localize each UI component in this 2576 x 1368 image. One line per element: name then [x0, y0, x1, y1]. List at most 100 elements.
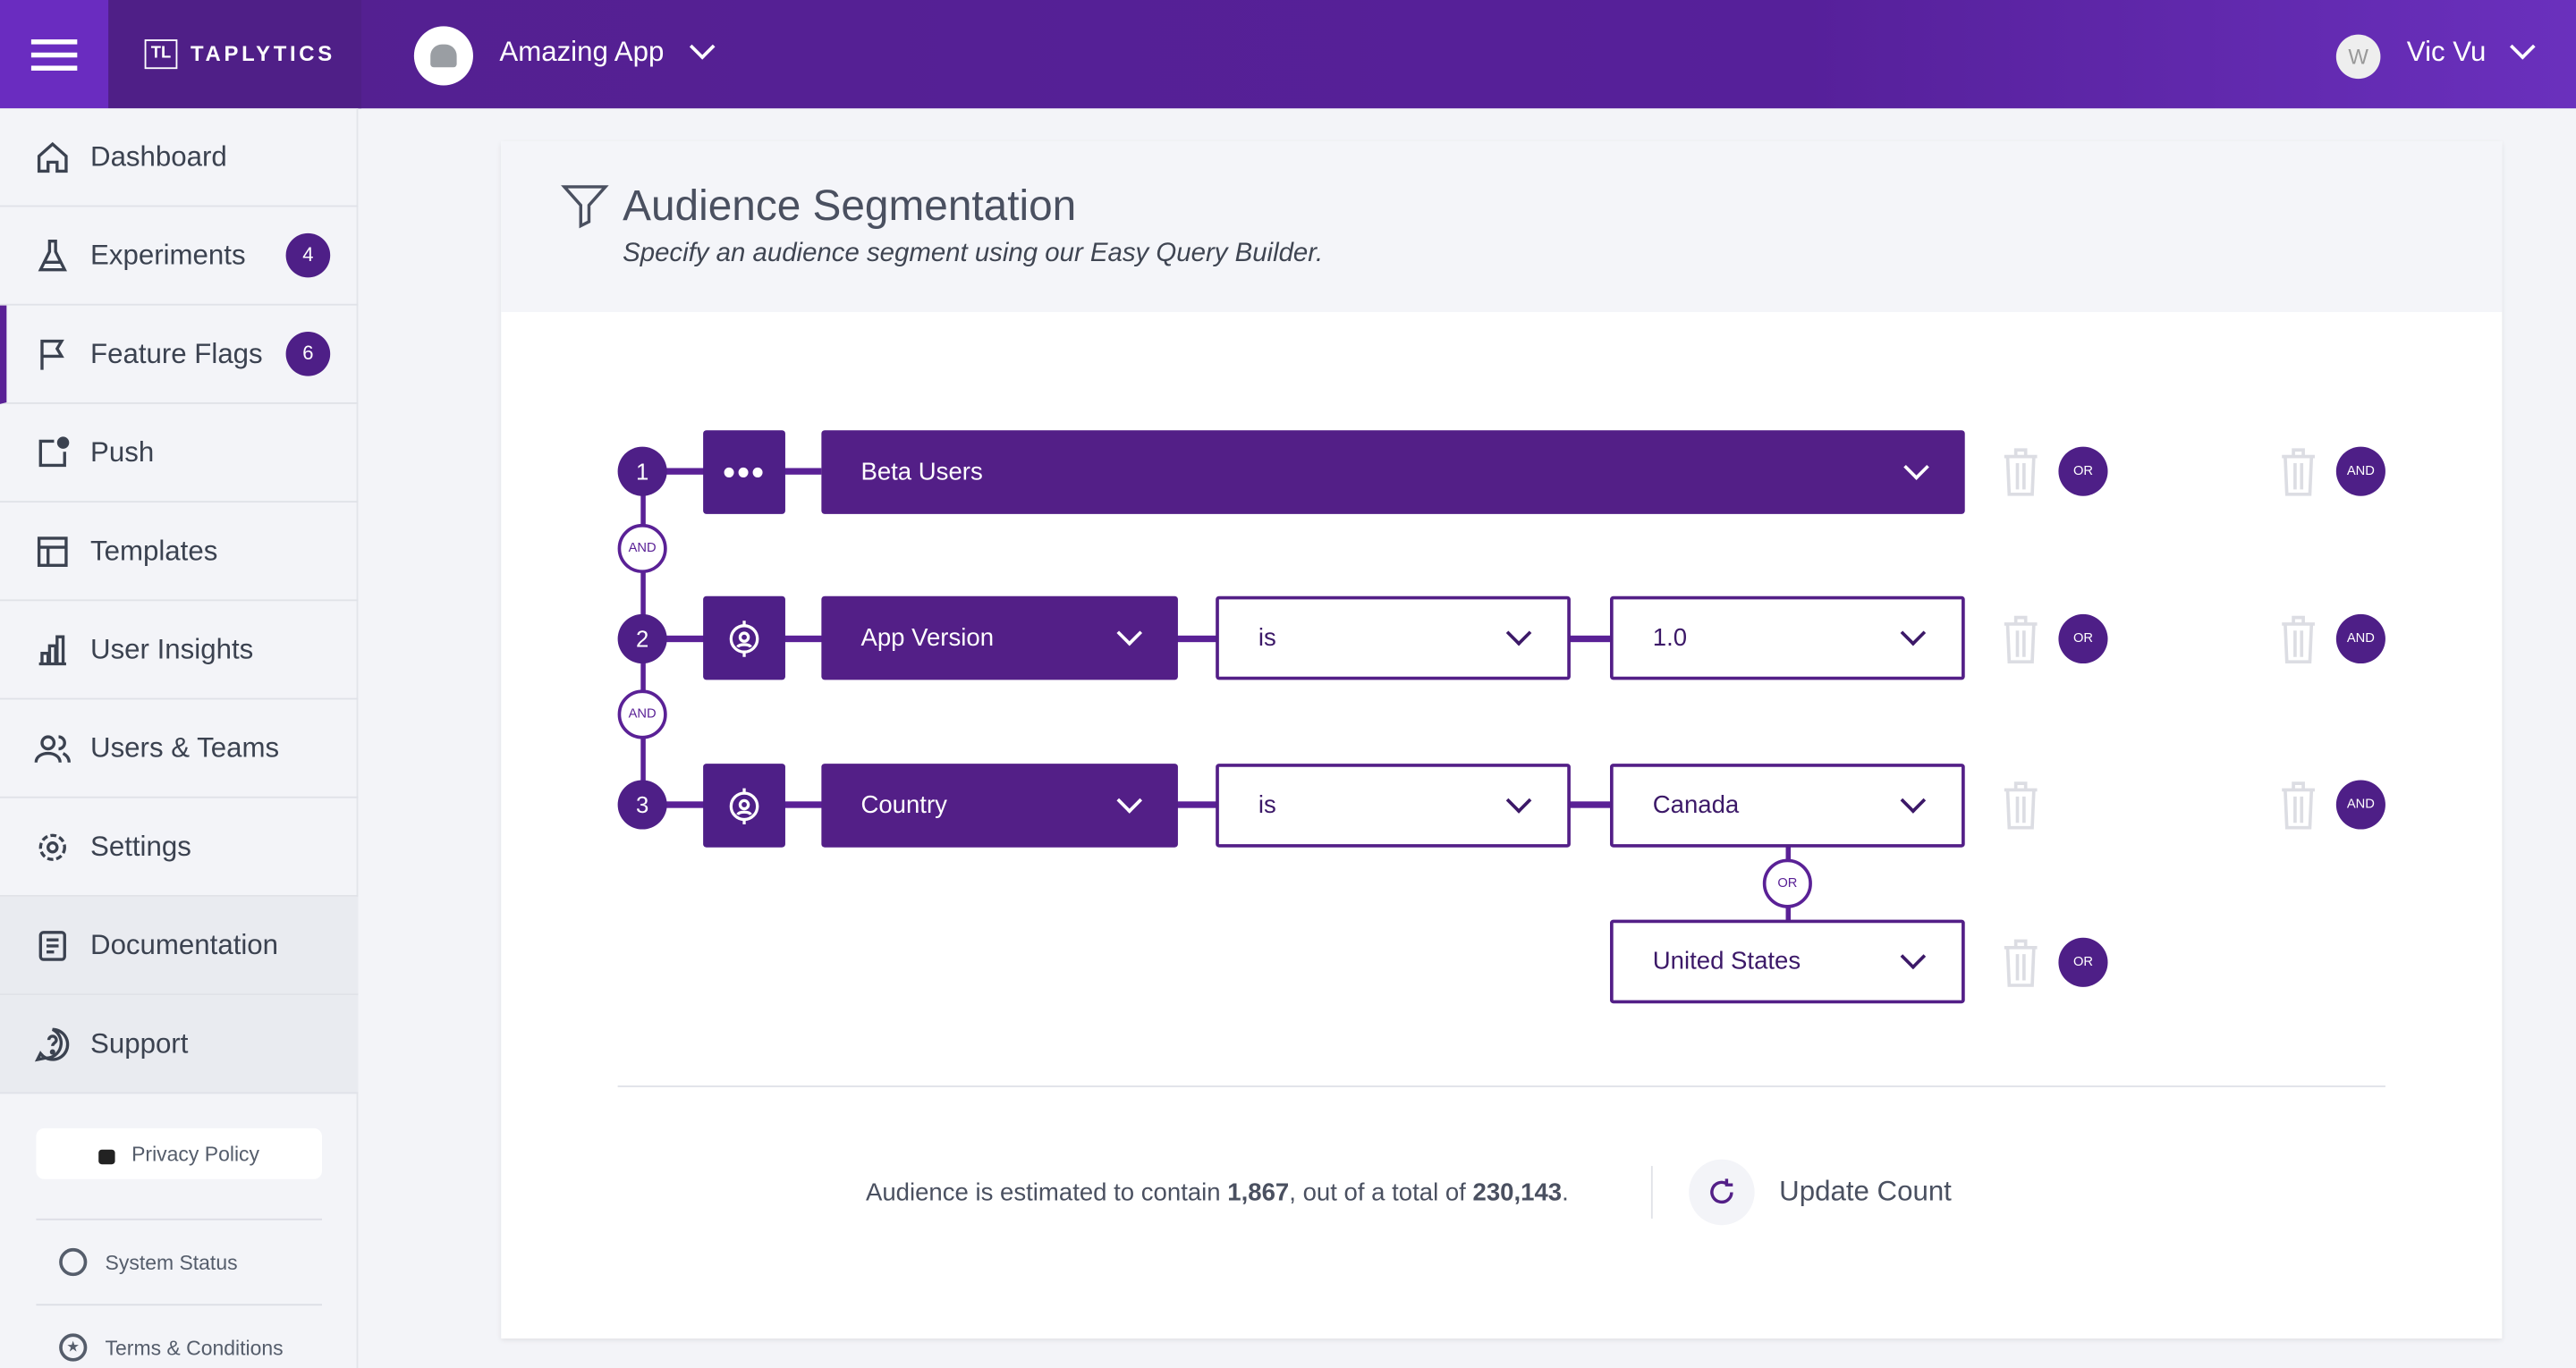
- divider: [36, 1304, 322, 1306]
- sidebar-item-users-teams[interactable]: Users & Teams: [0, 699, 359, 798]
- attribute-dropdown[interactable]: Country: [821, 764, 1178, 848]
- field-value: United States: [1652, 947, 1801, 976]
- trash-icon[interactable]: [2001, 780, 2040, 830]
- bar-chart-icon: [33, 629, 72, 669]
- add-and-button[interactable]: AND: [2335, 613, 2385, 664]
- trash-icon[interactable]: [2001, 938, 2040, 987]
- operator-dropdown[interactable]: is: [1216, 595, 1571, 680]
- value-dropdown[interactable]: United States: [1609, 919, 1965, 1004]
- divider: [36, 1218, 322, 1220]
- sidebar-item-label: Users & Teams: [90, 731, 280, 764]
- target-icon[interactable]: [703, 595, 785, 680]
- operator-dropdown[interactable]: is: [1216, 764, 1571, 848]
- chevron-down-icon[interactable]: [2510, 34, 2536, 60]
- field-value: App Version: [860, 623, 995, 653]
- users-icon: [33, 729, 72, 768]
- sidebar-item-feature-flags[interactable]: Feature Flags 6: [0, 305, 359, 404]
- segment-dropdown[interactable]: Beta Users: [821, 430, 1965, 514]
- rule-number: 2: [617, 613, 667, 664]
- card-header: Audience Segmentation Specify an audienc…: [501, 140, 2503, 312]
- system-status-link[interactable]: System Status: [33, 1247, 322, 1277]
- refresh-icon[interactable]: [1689, 1159, 1755, 1226]
- value-dropdown[interactable]: Canada: [1609, 764, 1965, 848]
- and-connector[interactable]: AND: [617, 523, 667, 574]
- trash-icon[interactable]: [2279, 447, 2318, 496]
- update-count-button[interactable]: Update Count: [1779, 1176, 1952, 1207]
- filter-icon: [561, 185, 609, 229]
- audience-estimate: Audience is estimated to contain 1,867, …: [866, 1179, 1569, 1207]
- lock-icon: [98, 1149, 115, 1165]
- or-connector[interactable]: OR: [1762, 858, 1812, 908]
- trash-icon[interactable]: [2001, 614, 2040, 664]
- help-icon: [33, 1024, 72, 1063]
- sidebar-item-dashboard[interactable]: Dashboard: [0, 108, 359, 207]
- page-subtitle: Specify an audience segment using our Ea…: [623, 240, 1324, 268]
- sidebar-item-experiments[interactable]: Experiments 4: [0, 207, 359, 306]
- add-or-button[interactable]: OR: [2058, 613, 2108, 664]
- terms-link[interactable]: ★ Terms & Conditions: [33, 1333, 322, 1362]
- sidebar-item-user-insights[interactable]: User Insights: [0, 601, 359, 700]
- sidebar-item-label: Support: [90, 1026, 189, 1059]
- sidebar-item-label: User Insights: [90, 633, 254, 664]
- pulse-icon: [59, 1247, 88, 1277]
- field-value: 1.0: [1652, 623, 1688, 653]
- terms-label: Terms & Conditions: [105, 1336, 284, 1359]
- logo[interactable]: TL TAPLYTICS: [108, 0, 362, 109]
- count-badge: 4: [285, 232, 331, 278]
- sidebar-item-label: Feature Flags: [90, 337, 263, 369]
- chevron-down-icon: [1900, 620, 1927, 646]
- trash-icon[interactable]: [2279, 614, 2318, 664]
- value-dropdown[interactable]: 1.0: [1609, 595, 1965, 680]
- estimate-total: 230,143: [1472, 1178, 1563, 1207]
- more-options-icon[interactable]: •••: [703, 430, 785, 514]
- privacy-policy-button[interactable]: Privacy Policy: [36, 1127, 322, 1179]
- estimate-count: 1,867: [1227, 1178, 1290, 1207]
- flag-icon: [33, 334, 72, 374]
- sidebar-item-templates[interactable]: Templates: [0, 502, 359, 602]
- chevron-down-icon: [1903, 454, 1929, 480]
- system-status-label: System Status: [105, 1250, 238, 1274]
- sidebar-item-push[interactable]: Push: [0, 404, 359, 503]
- rule-number: 1: [617, 446, 667, 496]
- trash-icon[interactable]: [2279, 780, 2318, 830]
- menu-icon[interactable]: [0, 0, 109, 109]
- field-value: is: [1258, 791, 1276, 820]
- add-or-button[interactable]: OR: [2058, 937, 2108, 987]
- sidebar-item-support[interactable]: Support: [0, 995, 359, 1094]
- sidebar-item-label: Push: [90, 435, 155, 468]
- count-badge: 6: [285, 332, 331, 376]
- chevron-down-icon: [1116, 788, 1143, 814]
- chevron-down-icon: [1505, 788, 1532, 814]
- sidebar-item-label: Documentation: [90, 928, 279, 960]
- add-or-button[interactable]: OR: [2058, 446, 2108, 496]
- avatar[interactable]: W: [2335, 34, 2381, 80]
- target-icon[interactable]: [703, 764, 785, 848]
- attribute-dropdown[interactable]: App Version: [821, 595, 1178, 680]
- user-menu[interactable]: Vic Vu: [2406, 36, 2487, 68]
- chevron-down-icon[interactable]: [689, 34, 716, 60]
- divider: [617, 1085, 2385, 1087]
- document-icon: [33, 925, 72, 965]
- app-selector[interactable]: Amazing App: [499, 36, 665, 68]
- chevron-down-icon: [1505, 620, 1532, 646]
- sidebar-item-label: Settings: [90, 830, 191, 862]
- page-title: Audience Segmentation: [623, 181, 1077, 231]
- trash-icon[interactable]: [2001, 447, 2040, 496]
- field-value: is: [1258, 623, 1276, 653]
- estimate-text: , out of a total of: [1289, 1178, 1473, 1207]
- android-icon: [413, 26, 473, 86]
- add-and-button[interactable]: AND: [2335, 780, 2385, 830]
- sidebar-item-label: Dashboard: [90, 140, 227, 172]
- add-and-button[interactable]: AND: [2335, 446, 2385, 496]
- sidebar: Dashboard Experiments 4 Feature Flags 6 Pu…: [0, 108, 359, 1368]
- sidebar-item-settings[interactable]: Settings: [0, 798, 359, 897]
- estimate-text: Audience is estimated to contain: [865, 1178, 1228, 1207]
- star-icon: ★: [59, 1333, 88, 1362]
- sidebar-item-documentation[interactable]: Documentation: [0, 896, 359, 996]
- push-icon: [33, 433, 72, 472]
- sidebar-item-label: Templates: [90, 534, 218, 566]
- template-icon: [33, 531, 72, 570]
- privacy-label: Privacy Policy: [131, 1142, 260, 1166]
- audience-card: Audience Segmentation Specify an audienc…: [501, 140, 2503, 1338]
- and-connector[interactable]: AND: [617, 689, 667, 739]
